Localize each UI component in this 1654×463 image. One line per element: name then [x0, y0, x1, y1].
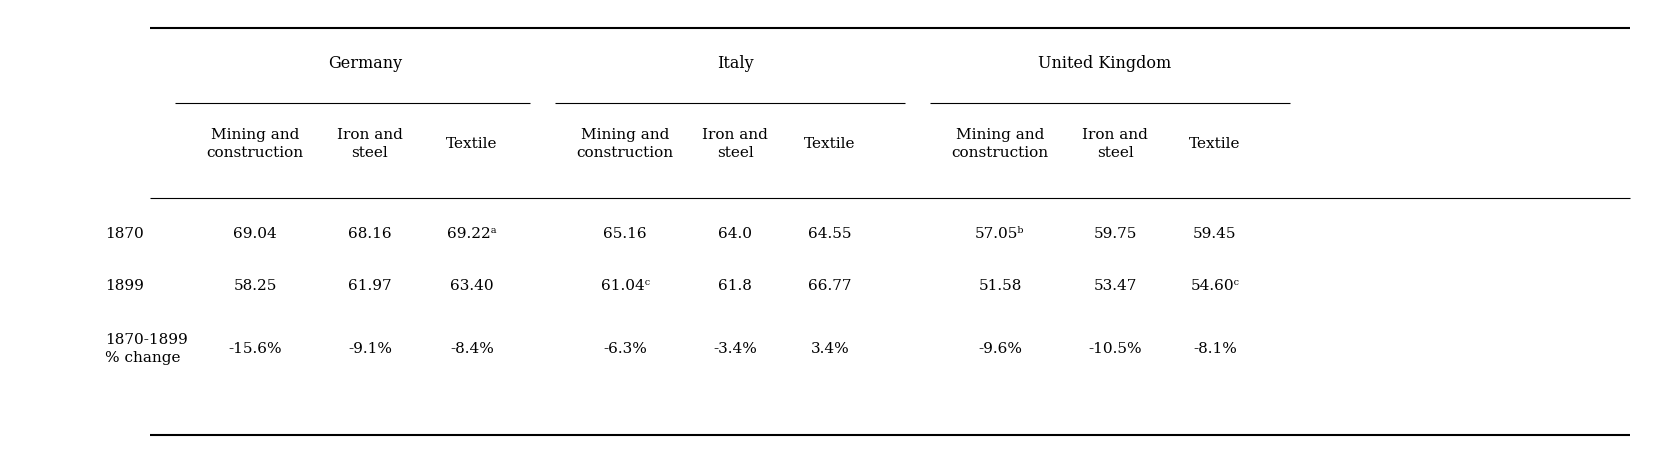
Text: Iron and
steel: Iron and steel — [337, 128, 404, 159]
Text: Textile: Textile — [1189, 137, 1240, 150]
Text: -9.1%: -9.1% — [347, 341, 392, 355]
Text: Iron and
steel: Iron and steel — [701, 128, 767, 159]
Text: 3.4%: 3.4% — [810, 341, 850, 355]
Text: 66.77: 66.77 — [809, 278, 852, 292]
Text: 61.04ᶜ: 61.04ᶜ — [600, 278, 650, 292]
Text: 61.8: 61.8 — [718, 278, 753, 292]
Text: 1899: 1899 — [104, 278, 144, 292]
Text: 59.45: 59.45 — [1193, 226, 1237, 240]
Text: Italy: Italy — [716, 56, 753, 72]
Text: -8.4%: -8.4% — [450, 341, 495, 355]
Text: -6.3%: -6.3% — [604, 341, 647, 355]
Text: -10.5%: -10.5% — [1088, 341, 1141, 355]
Text: 58.25: 58.25 — [233, 278, 276, 292]
Text: Mining and
construction: Mining and construction — [577, 128, 673, 159]
Text: 1870-1899
% change: 1870-1899 % change — [104, 332, 189, 364]
Text: 64.0: 64.0 — [718, 226, 753, 240]
Text: 69.22ᵃ: 69.22ᵃ — [447, 226, 496, 240]
Text: 69.04: 69.04 — [233, 226, 276, 240]
Text: Iron and
steel: Iron and steel — [1082, 128, 1148, 159]
Text: 64.55: 64.55 — [809, 226, 852, 240]
Text: 57.05ᵇ: 57.05ᵇ — [976, 226, 1025, 240]
Text: -8.1%: -8.1% — [1193, 341, 1237, 355]
Text: Textile: Textile — [804, 137, 855, 150]
Text: -3.4%: -3.4% — [713, 341, 758, 355]
Text: 54.60ᶜ: 54.60ᶜ — [1191, 278, 1239, 292]
Text: 68.16: 68.16 — [349, 226, 392, 240]
Text: 53.47: 53.47 — [1093, 278, 1136, 292]
Text: 65.16: 65.16 — [604, 226, 647, 240]
Text: -9.6%: -9.6% — [978, 341, 1022, 355]
Text: Mining and
construction: Mining and construction — [207, 128, 304, 159]
Text: 61.97: 61.97 — [349, 278, 392, 292]
Text: 1870: 1870 — [104, 226, 144, 240]
Text: Germany: Germany — [327, 56, 402, 72]
Text: -15.6%: -15.6% — [228, 341, 281, 355]
Text: Textile: Textile — [447, 137, 498, 150]
Text: United Kingdom: United Kingdom — [1039, 56, 1171, 72]
Text: 59.75: 59.75 — [1093, 226, 1136, 240]
Text: Mining and
construction: Mining and construction — [951, 128, 1049, 159]
Text: 63.40: 63.40 — [450, 278, 495, 292]
Text: 51.58: 51.58 — [978, 278, 1022, 292]
